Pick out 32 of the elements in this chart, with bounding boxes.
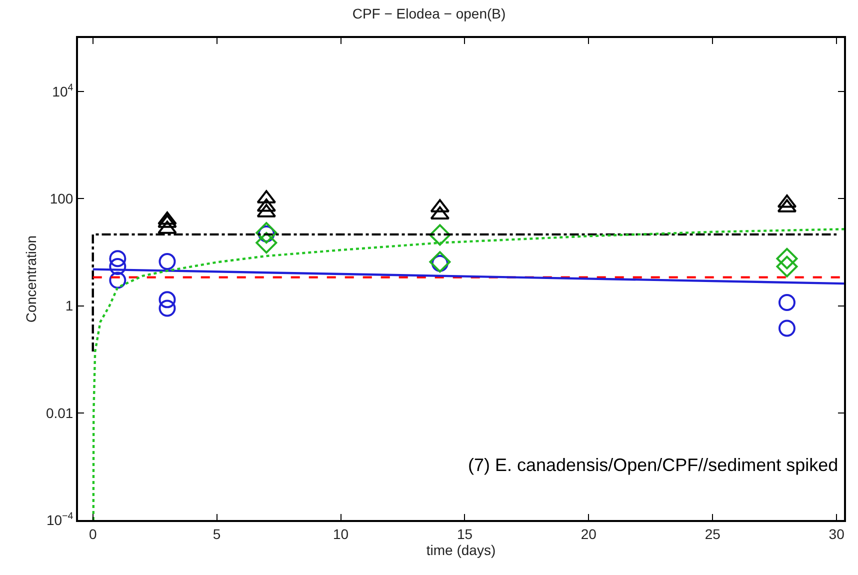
point [109,258,126,276]
point [429,224,451,246]
y-tick-label: 10$^{−4}$ [46,511,74,528]
chart-title: CPF − Elodea − open(B) [352,5,506,22]
point [158,253,176,270]
x-tick-label: 20 [580,526,597,542]
x-tick-label: 10 [332,526,349,542]
point [109,250,126,268]
annotation: (7) E. canadensis/Open/CPF//sediment spiked [468,455,838,475]
point [776,256,798,278]
x-tick-label: 25 [704,526,721,542]
y-tick-label: 1 [65,298,74,314]
point [256,198,276,212]
point [429,251,451,273]
y-tick-label: 0.01 [46,404,74,421]
point [158,300,176,317]
x-tick-label: 5 [212,526,221,542]
point [158,291,176,308]
point [430,206,450,220]
y-tick-label: 100 [50,190,74,207]
point [776,248,798,270]
point [158,211,177,225]
x-tick-label: 0 [88,526,97,542]
point [109,272,126,289]
point [778,320,796,337]
point [778,294,796,312]
x-axis-title: time (days) [426,542,496,558]
y-axis-title: Concentration [23,235,40,323]
x-tick-label: 30 [828,526,845,542]
x-tick-label: 15 [456,526,473,542]
point [256,232,278,254]
y-tick-label: 10$^{4}$ [52,82,74,100]
